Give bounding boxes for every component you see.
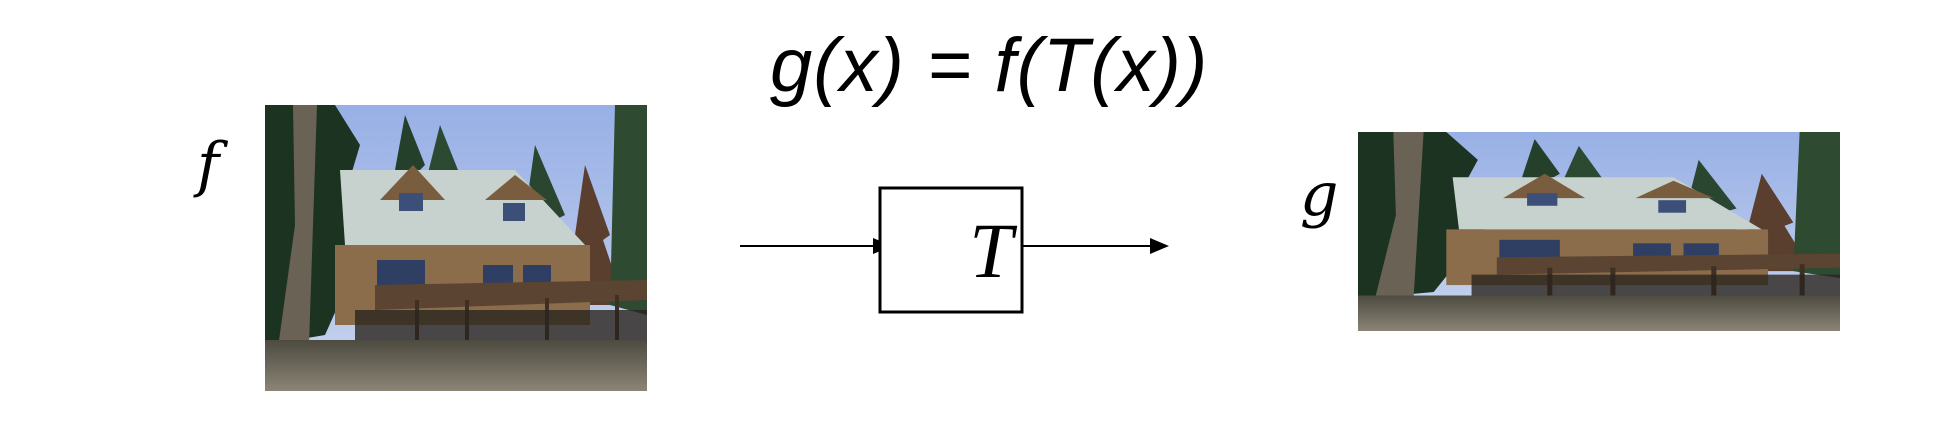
output-image-label: g [1300, 160, 1339, 230]
transform-diagram: T [740, 180, 1170, 320]
input-image-f [265, 105, 647, 391]
input-image-label: f [197, 130, 220, 200]
house-photo-squashed [1358, 132, 1840, 331]
house-photo [265, 105, 647, 391]
output-arrow-head [1150, 238, 1169, 254]
transform-arrows [740, 186, 1169, 314]
output-image-g [1358, 132, 1840, 331]
transform-box [878, 186, 1024, 314]
transform-label: T [969, 207, 1013, 294]
equation-title: g(x) = f(T(x)) [770, 23, 1209, 108]
